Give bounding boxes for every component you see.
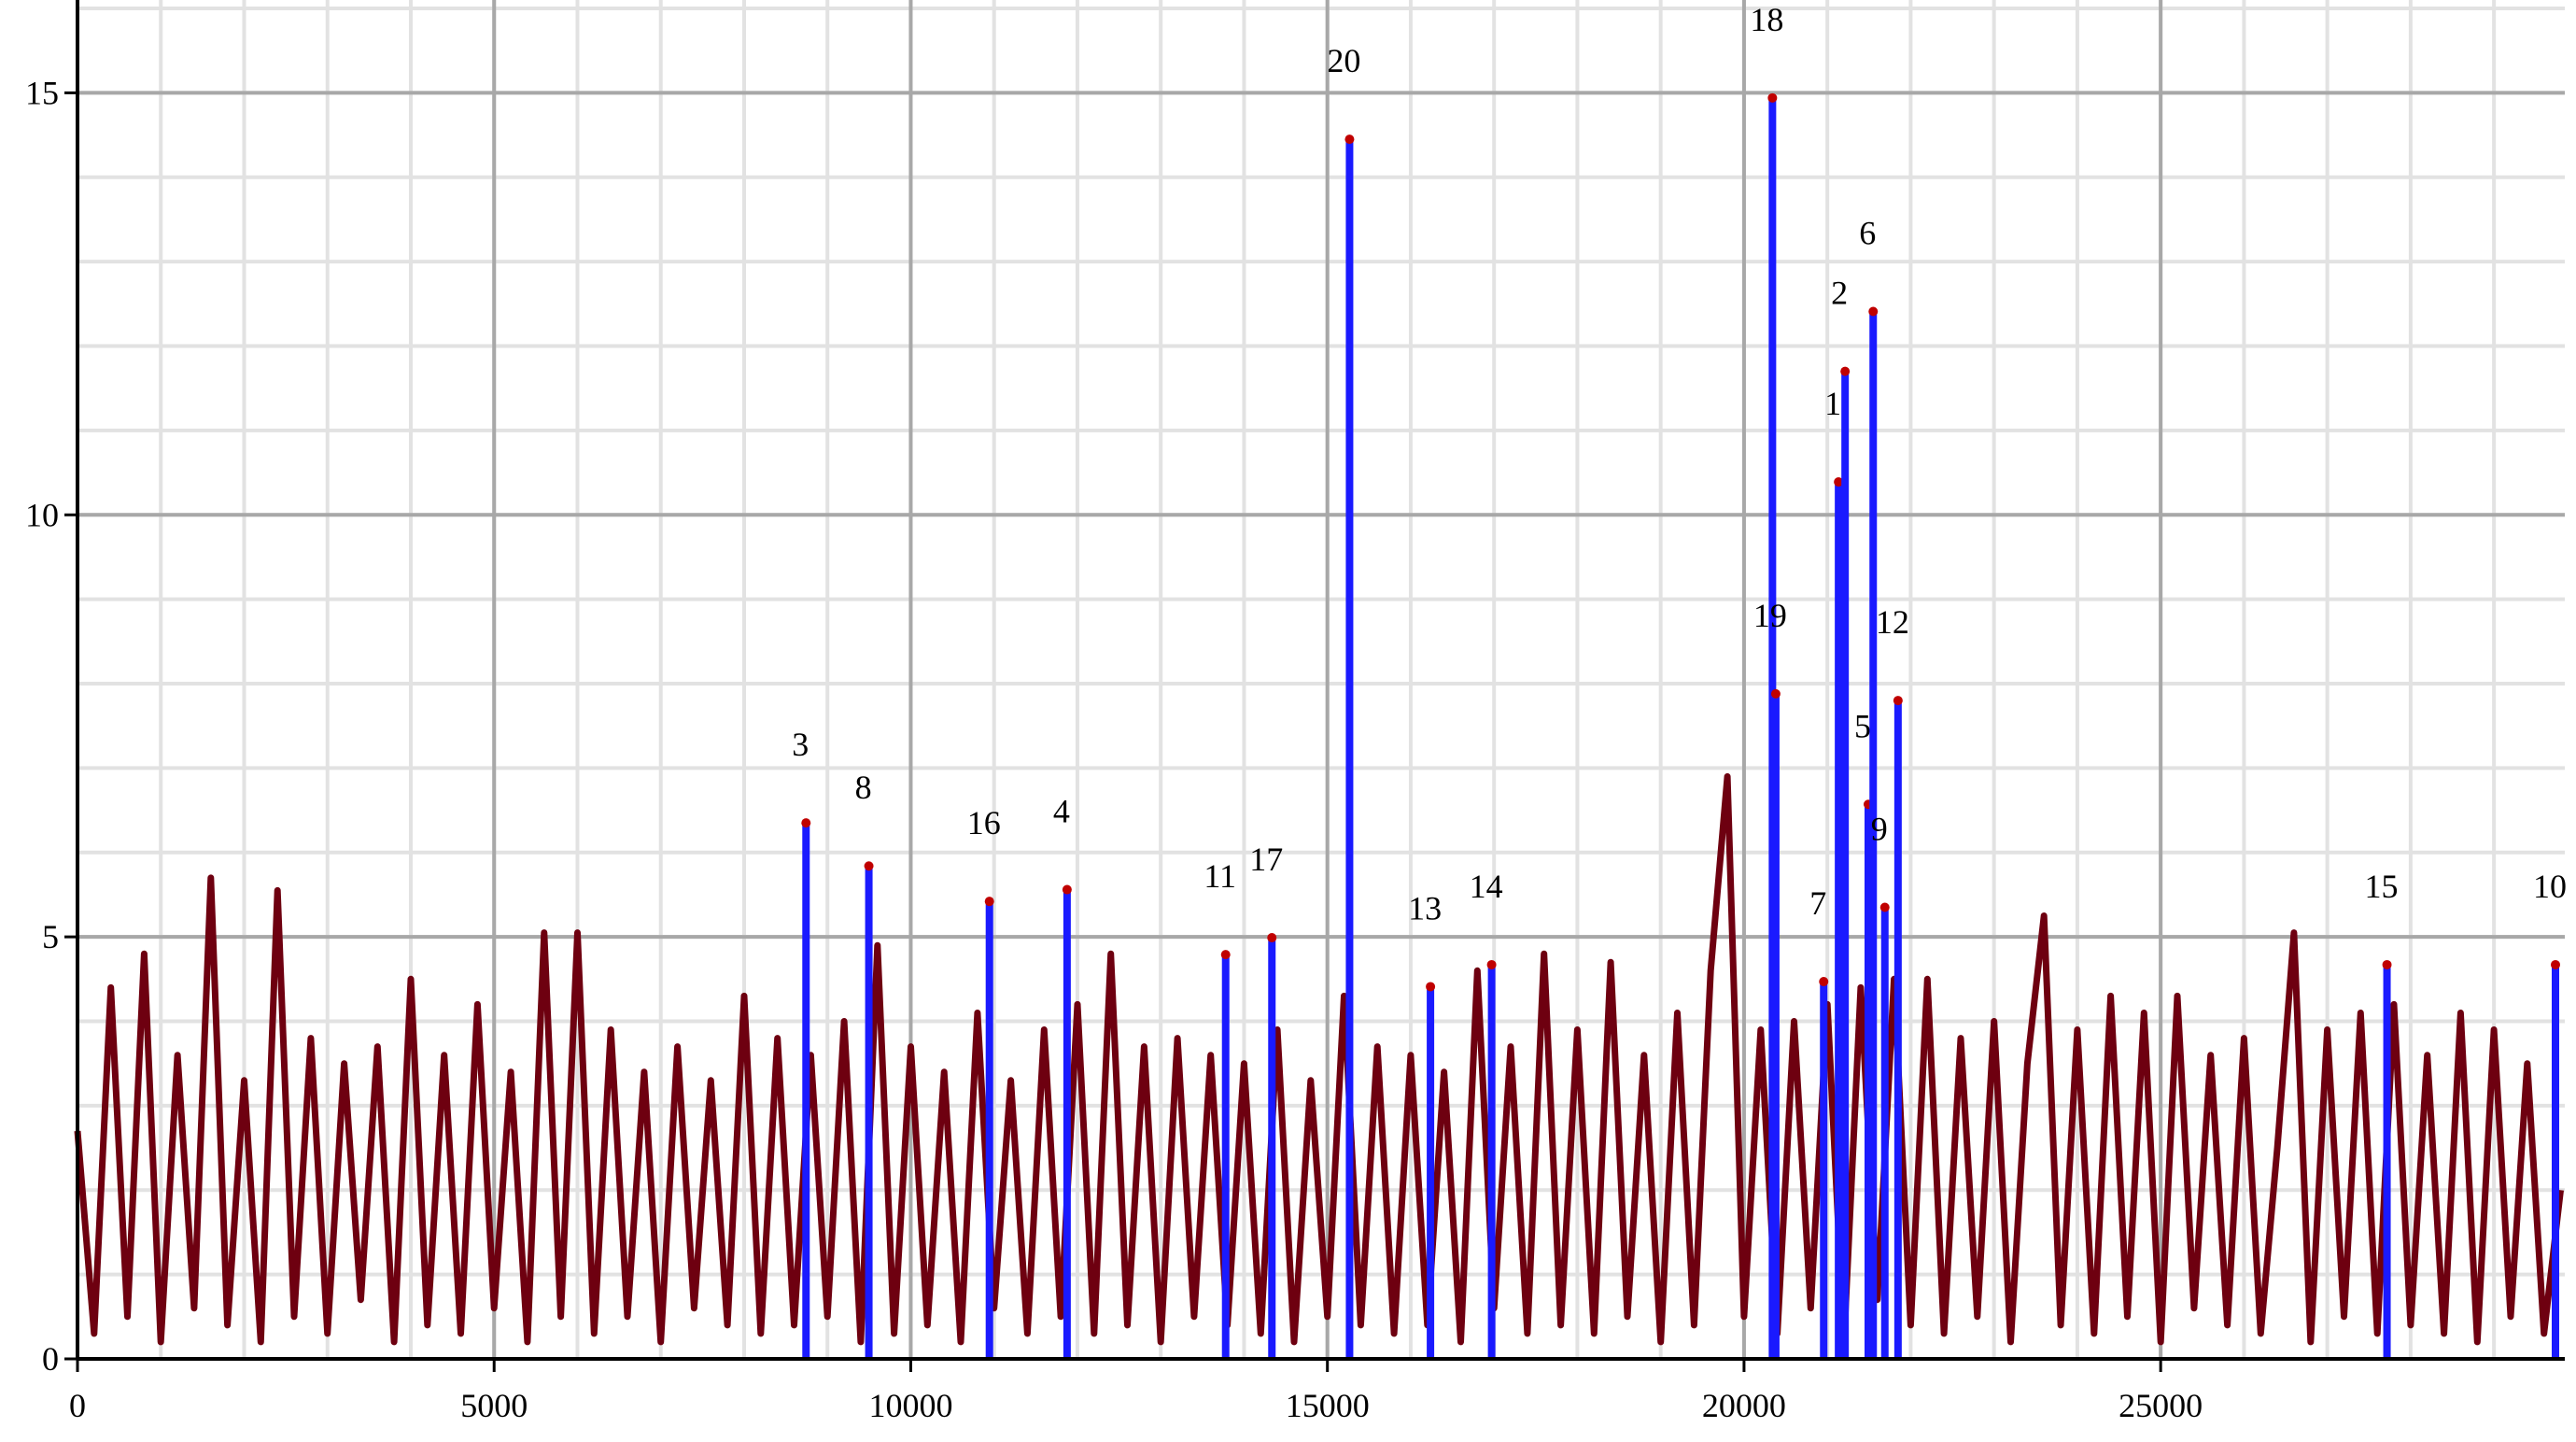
peak-label: 8 <box>855 769 872 806</box>
x-tick-label: 10000 <box>868 1387 952 1424</box>
peak-top <box>1267 933 1277 943</box>
peak-label: 20 <box>1327 42 1360 79</box>
peak-top <box>1486 959 1497 969</box>
peak-top <box>1868 306 1879 317</box>
peak-label: 17 <box>1249 841 1283 878</box>
x-tick-label: 15000 <box>1286 1387 1370 1424</box>
peak-label: 11 <box>1204 857 1236 895</box>
peak-top <box>984 897 994 907</box>
peak-top <box>1062 884 1072 895</box>
peak-label: 1 <box>1824 385 1841 422</box>
peak-top <box>1344 134 1355 145</box>
y-tick-label: 0 <box>42 1340 59 1378</box>
peak-label: 7 <box>1809 884 1826 922</box>
x-tick-label: 0 <box>69 1387 86 1424</box>
peak-label: 9 <box>1871 811 1888 848</box>
peak-top <box>1840 366 1851 376</box>
peak-label: 16 <box>967 804 1001 841</box>
noise-line <box>74 772 2564 1346</box>
peak-label: 13 <box>1408 889 1442 926</box>
peak-label: 19 <box>1753 597 1787 634</box>
peak-label: 10 <box>2533 868 2567 905</box>
peak-top <box>1893 696 1903 706</box>
peak-label: 6 <box>1859 214 1876 251</box>
y-tick-label: 10 <box>25 496 59 533</box>
peak-top <box>2551 959 2561 969</box>
peak-label: 4 <box>1053 793 1070 830</box>
x-tick-label: 25000 <box>2119 1387 2203 1424</box>
peak-top <box>1879 902 1890 912</box>
peak-label: 12 <box>1876 603 1909 641</box>
peak-top <box>1819 977 1829 987</box>
x-tick-label: 20000 <box>1702 1387 1786 1424</box>
peak-top <box>2382 959 2392 969</box>
peak-top <box>1834 477 1844 488</box>
peak-label: 18 <box>1750 1 1783 38</box>
peak-top <box>801 818 811 828</box>
peak-label: 2 <box>1831 275 1848 312</box>
x-tick-label: 5000 <box>460 1387 528 1424</box>
peak-top <box>1426 982 1436 992</box>
peak-top <box>1220 950 1231 960</box>
peak-top <box>864 861 874 871</box>
peak-top <box>1767 92 1778 103</box>
y-tick-label: 15 <box>25 74 59 111</box>
y-tick-label: 5 <box>42 918 59 955</box>
peak-label: 3 <box>792 726 809 763</box>
peak-label: 5 <box>1854 707 1871 744</box>
peak-top <box>1770 688 1781 699</box>
peak-label: 15 <box>2365 868 2399 905</box>
peak-label: 14 <box>1470 868 1503 905</box>
